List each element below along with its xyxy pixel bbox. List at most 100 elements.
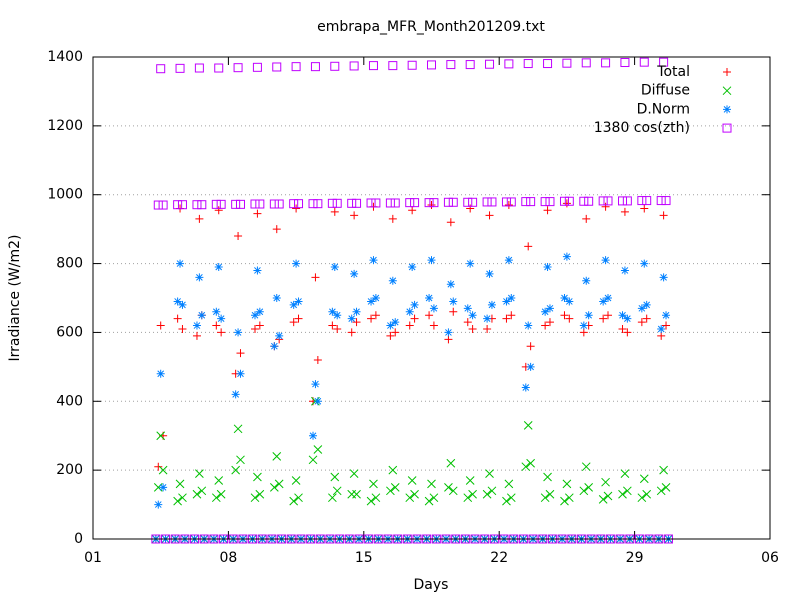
point xyxy=(408,206,417,215)
point xyxy=(390,198,400,208)
point xyxy=(216,199,226,209)
point xyxy=(540,493,550,503)
point xyxy=(564,196,574,206)
point xyxy=(579,486,589,496)
point xyxy=(192,200,202,210)
point xyxy=(560,311,569,320)
point xyxy=(502,496,511,506)
point xyxy=(214,206,223,215)
point xyxy=(386,331,395,340)
point xyxy=(502,297,511,306)
point xyxy=(541,307,550,316)
point xyxy=(424,496,434,506)
point xyxy=(601,477,610,487)
point xyxy=(195,469,204,478)
point xyxy=(367,297,376,306)
point xyxy=(444,335,453,344)
point xyxy=(598,196,608,206)
point xyxy=(659,273,668,282)
point xyxy=(156,431,166,441)
point xyxy=(639,57,649,67)
point xyxy=(313,355,322,364)
point xyxy=(352,307,361,316)
point xyxy=(562,199,571,208)
point xyxy=(272,294,281,302)
point xyxy=(524,242,533,251)
point xyxy=(521,462,531,472)
point xyxy=(506,197,516,207)
point xyxy=(584,483,594,492)
y-tick-label: 0 xyxy=(74,531,83,547)
point xyxy=(178,300,187,309)
point xyxy=(526,362,535,371)
point xyxy=(388,465,398,475)
point xyxy=(289,300,298,309)
x-tick-label: 15 xyxy=(355,550,373,566)
point xyxy=(523,421,533,430)
point xyxy=(659,211,668,220)
point xyxy=(255,321,264,330)
legend-label: Total xyxy=(656,64,690,80)
point xyxy=(642,314,651,323)
point xyxy=(192,321,201,330)
point xyxy=(446,60,456,70)
point xyxy=(159,483,168,492)
point xyxy=(294,493,303,503)
point xyxy=(236,349,245,358)
point xyxy=(449,297,458,306)
point xyxy=(662,321,671,330)
point xyxy=(352,318,361,327)
point xyxy=(637,196,647,206)
point xyxy=(581,58,591,68)
point xyxy=(521,383,530,392)
point xyxy=(543,472,552,482)
y-tick-label: 1200 xyxy=(47,118,83,134)
point xyxy=(231,199,241,209)
point xyxy=(427,479,436,489)
point xyxy=(656,196,666,206)
point xyxy=(368,61,378,71)
point xyxy=(623,328,632,337)
point xyxy=(405,321,414,330)
legend-marker xyxy=(723,105,731,114)
legend-marker xyxy=(722,123,732,133)
point xyxy=(429,321,438,330)
point xyxy=(330,207,339,216)
point xyxy=(405,307,414,316)
point xyxy=(308,455,318,465)
point xyxy=(662,311,671,320)
point xyxy=(601,202,610,211)
point xyxy=(620,266,629,275)
point xyxy=(410,300,419,309)
point xyxy=(294,199,304,209)
legend-marker xyxy=(723,68,731,76)
point xyxy=(197,486,207,496)
point xyxy=(482,489,492,499)
point xyxy=(255,307,264,316)
point xyxy=(234,232,243,241)
point xyxy=(468,324,477,333)
y-tick-label: 600 xyxy=(56,324,83,340)
point xyxy=(405,493,415,503)
point xyxy=(507,294,516,302)
point xyxy=(622,486,632,496)
y-tick-label: 800 xyxy=(56,256,83,272)
point xyxy=(313,397,322,406)
point xyxy=(371,198,381,208)
legend-label: Diffuse xyxy=(641,83,690,99)
point xyxy=(560,294,569,302)
point xyxy=(565,297,574,306)
point xyxy=(410,314,419,323)
point xyxy=(328,321,337,330)
point xyxy=(313,445,323,454)
point xyxy=(328,493,337,503)
point xyxy=(598,495,608,504)
point xyxy=(217,328,226,337)
point xyxy=(347,314,356,323)
point xyxy=(352,489,361,499)
point xyxy=(640,259,649,268)
point xyxy=(526,197,536,207)
point xyxy=(599,297,608,306)
point xyxy=(327,198,337,208)
